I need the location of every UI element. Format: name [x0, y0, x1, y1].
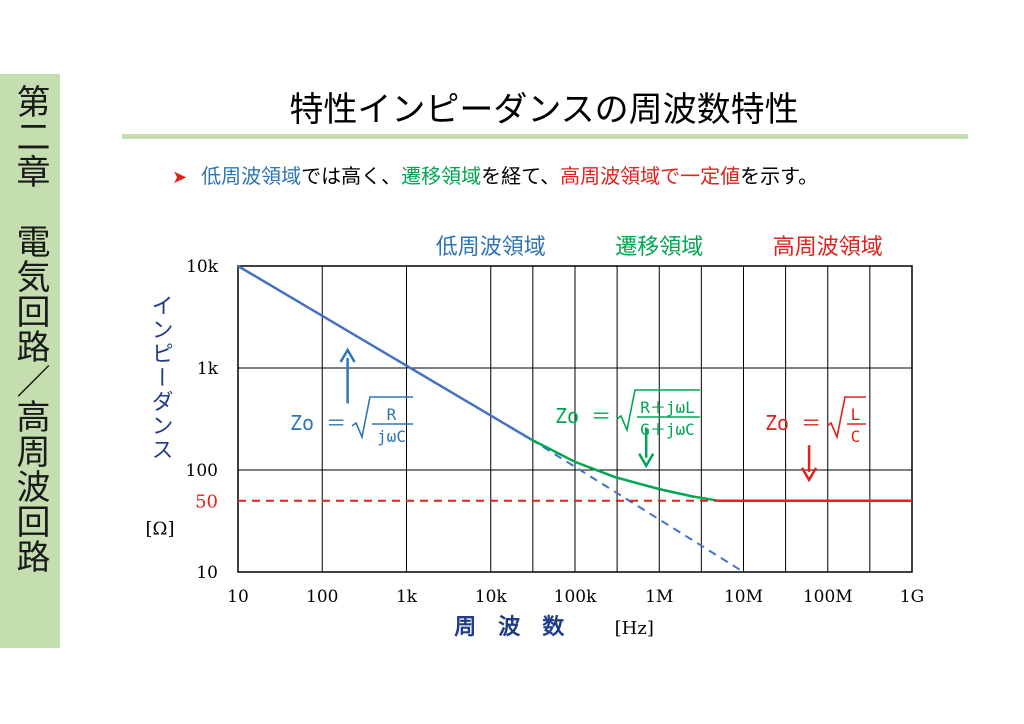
formula-low-denominator: jωC	[377, 427, 406, 446]
formula-high-lhs: Zo ＝	[765, 411, 821, 435]
formula-high-denominator: C	[851, 427, 861, 446]
bullet-part: を経て、	[481, 164, 561, 188]
chapter-sidebar	[0, 74, 60, 648]
summary-bullet: ➤ 低周波領域では高く、遷移領域を経て、高周波領域で一定値を示す。	[172, 160, 818, 189]
region-label: 遷移領域	[615, 235, 703, 260]
x-tick-label: 10M	[724, 587, 763, 607]
x-tick-label: 10	[227, 587, 249, 607]
region-label: 低周波領域	[436, 235, 546, 260]
bullet-arrow-icon: ➤	[172, 167, 188, 188]
y-tick-label: 10	[196, 563, 218, 583]
formula-mid-radical	[616, 389, 700, 433]
chapter-title: 第二章 電気回路／高周波回路	[10, 84, 50, 574]
formula-high-radical	[826, 396, 866, 440]
x-tick-label: 1M	[645, 587, 673, 607]
x-axis-title: 周 波 数	[454, 614, 565, 640]
formula-low-arrowhead	[339, 347, 356, 363]
x-tick-label: 100k	[554, 587, 597, 607]
bullet-part: では高く、	[301, 164, 402, 188]
series-line	[530, 438, 719, 502]
series-line	[237, 264, 532, 441]
x-tick-label: 1k	[396, 587, 418, 607]
bullet-part: 遷移領域	[401, 164, 482, 188]
formula-mid-numerator: R＋jωL	[640, 398, 695, 417]
formula-mid-denominator: G＋jωC	[640, 420, 695, 439]
series-line	[530, 438, 745, 573]
page-title: 特性インピーダンスの周波数特性	[289, 90, 799, 130]
title-underline	[122, 134, 968, 139]
formula-high-arrowhead	[800, 467, 818, 483]
bullet-part: 低周波領域	[201, 164, 302, 188]
y-axis-title: インピーダンス	[148, 294, 173, 462]
formula-low-radical	[351, 396, 413, 440]
x-tick-label: 10k	[475, 587, 508, 607]
y-tick-label: 10k	[186, 257, 219, 277]
formula-mid-arrowhead	[638, 453, 655, 469]
y-axis-unit: [Ω]	[146, 519, 175, 540]
bullet-part: を示す。	[740, 164, 819, 188]
formula-high-numerator: L	[851, 405, 861, 424]
y-tick-label: 1k	[197, 359, 219, 379]
y-tick-label: 100	[186, 461, 218, 481]
x-tick-label: 100	[306, 587, 338, 607]
formula-mid-lhs: Zo ＝	[555, 404, 611, 428]
region-label: 高周波領域	[773, 235, 883, 260]
formula-low-numerator: R	[387, 405, 397, 424]
bullet-part: 高周波領域で一定値	[560, 164, 741, 188]
formula-low-lhs: Zo ＝	[290, 411, 346, 435]
x-axis-unit: [Hz]	[615, 618, 654, 639]
x-tick-label: 100M	[803, 587, 853, 607]
x-tick-label: 1G	[900, 587, 924, 607]
y-marker-label: 50	[195, 492, 218, 513]
